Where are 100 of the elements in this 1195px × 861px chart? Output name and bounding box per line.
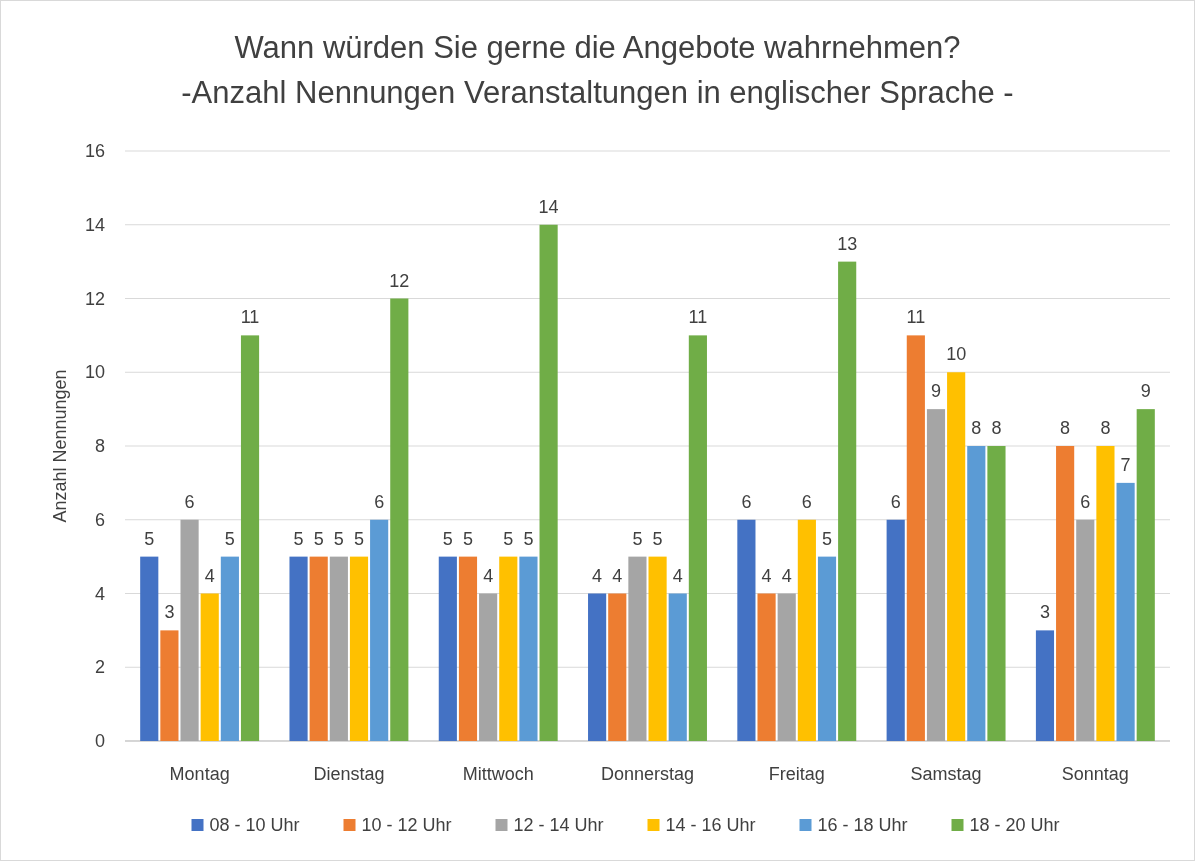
bar [947, 372, 966, 741]
legend-label: 14 - 16 Uhr [665, 815, 756, 835]
bar [1096, 446, 1115, 741]
bar [370, 519, 389, 741]
data-label: 4 [612, 565, 623, 586]
bar [200, 593, 219, 741]
data-label: 6 [801, 491, 812, 512]
data-label: 9 [930, 381, 941, 402]
data-label: 6 [374, 491, 385, 512]
bar [987, 446, 1006, 741]
data-label: 10 [946, 344, 967, 365]
data-label: 8 [1100, 418, 1111, 438]
data-label: 5 [652, 528, 663, 549]
bar [817, 556, 837, 741]
data-label: 5 [462, 528, 473, 549]
data-label: 4 [672, 565, 683, 586]
bar [390, 298, 409, 741]
bar [797, 519, 816, 741]
data-label: 9 [1140, 381, 1151, 402]
bar [648, 556, 667, 741]
legend-label: 18 - 20 Uhr [969, 815, 1060, 835]
data-label: 5 [822, 528, 833, 549]
x-tick-label: Montag [169, 764, 230, 784]
data-label: 4 [204, 565, 215, 586]
bar [180, 519, 199, 741]
data-label: 5 [442, 528, 453, 549]
bar [329, 556, 348, 741]
bar [1076, 519, 1095, 741]
x-tick-label: Dienstag [313, 764, 385, 784]
legend-label: 08 - 10 Uhr [209, 815, 300, 835]
data-label: 14 [538, 196, 559, 217]
data-label: 4 [781, 565, 792, 586]
bar [479, 593, 498, 741]
data-label: 8 [971, 418, 982, 438]
bar [737, 519, 756, 741]
bar [499, 556, 518, 741]
bar [539, 224, 558, 741]
data-label: 3 [164, 602, 175, 623]
bar [838, 261, 857, 741]
data-label: 5 [354, 528, 365, 549]
bar [240, 335, 260, 741]
bar [160, 630, 179, 741]
x-tick-label: Samstag [910, 764, 982, 784]
bar [757, 593, 776, 741]
y-axis-title: Anzahl Nennungen [50, 369, 70, 523]
y-tick-label: 0 [94, 731, 105, 751]
bar [220, 556, 239, 741]
data-label: 5 [503, 528, 514, 549]
data-label: 11 [906, 307, 926, 328]
bar [588, 593, 607, 741]
bar [140, 556, 159, 741]
bar [1035, 630, 1055, 741]
data-label: 6 [184, 491, 195, 512]
data-label: 5 [632, 528, 643, 549]
y-tick-label: 8 [94, 436, 105, 456]
x-tick-label: Sonntag [1061, 764, 1129, 784]
y-tick-label: 10 [84, 362, 105, 383]
y-tick-label: 4 [94, 583, 105, 604]
bar [628, 556, 647, 741]
bar [438, 556, 457, 741]
bar [519, 556, 538, 741]
data-label: 5 [224, 528, 235, 549]
bar [608, 593, 627, 741]
bar [458, 556, 478, 741]
data-label: 8 [1060, 418, 1071, 438]
data-label: 5 [313, 528, 324, 549]
data-label: 11 [688, 307, 708, 328]
bar [777, 593, 796, 741]
bar [688, 335, 707, 741]
data-label: 6 [1080, 491, 1091, 512]
data-label: 11 [240, 307, 260, 328]
y-tick-label: 12 [84, 288, 105, 309]
bar [1116, 482, 1135, 741]
legend-label: 12 - 14 Uhr [513, 815, 604, 835]
data-label: 4 [483, 565, 494, 586]
bar [967, 446, 986, 741]
bar [886, 519, 905, 741]
data-label: 7 [1120, 454, 1131, 475]
x-tick-label: Donnerstag [600, 764, 695, 784]
bar [668, 593, 687, 741]
y-tick-label: 14 [84, 214, 105, 235]
data-label: 12 [389, 270, 410, 291]
data-label: 5 [333, 528, 344, 549]
y-tick-label: 6 [94, 509, 105, 530]
legend-label: 16 - 18 Uhr [817, 815, 908, 835]
chart-title: Wann würden Sie gerne die Angebote wahrnehmen? -Anzahl Nennungen Veranstaltungen in englischer Sprache - [181, 30, 1014, 110]
data-label: 13 [837, 233, 858, 254]
data-label: 8 [991, 418, 1002, 438]
bar [1056, 446, 1075, 741]
bar [1136, 409, 1155, 741]
data-label: 3 [1039, 602, 1050, 623]
data-label: 5 [293, 528, 304, 549]
y-tick-label: 16 [84, 141, 105, 161]
data-label: 4 [761, 565, 772, 586]
y-tick-label: 2 [94, 657, 105, 678]
legend-label: 10 - 12 Uhr [361, 815, 452, 835]
data-label: 5 [523, 528, 534, 549]
data-label: 6 [741, 491, 752, 512]
data-label: 4 [592, 565, 603, 586]
x-tick-label: Freitag [768, 764, 825, 784]
